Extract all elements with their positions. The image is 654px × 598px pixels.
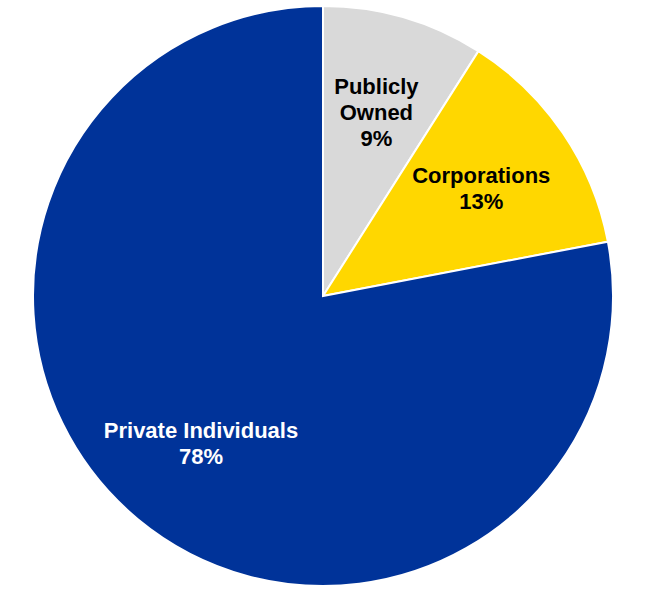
svg-text:PubliclyOwned9%: PubliclyOwned9% — [334, 74, 419, 151]
svg-text:Private Individuals78%: Private Individuals78% — [104, 418, 298, 469]
svg-text:Corporations13%: Corporations13% — [412, 163, 550, 214]
